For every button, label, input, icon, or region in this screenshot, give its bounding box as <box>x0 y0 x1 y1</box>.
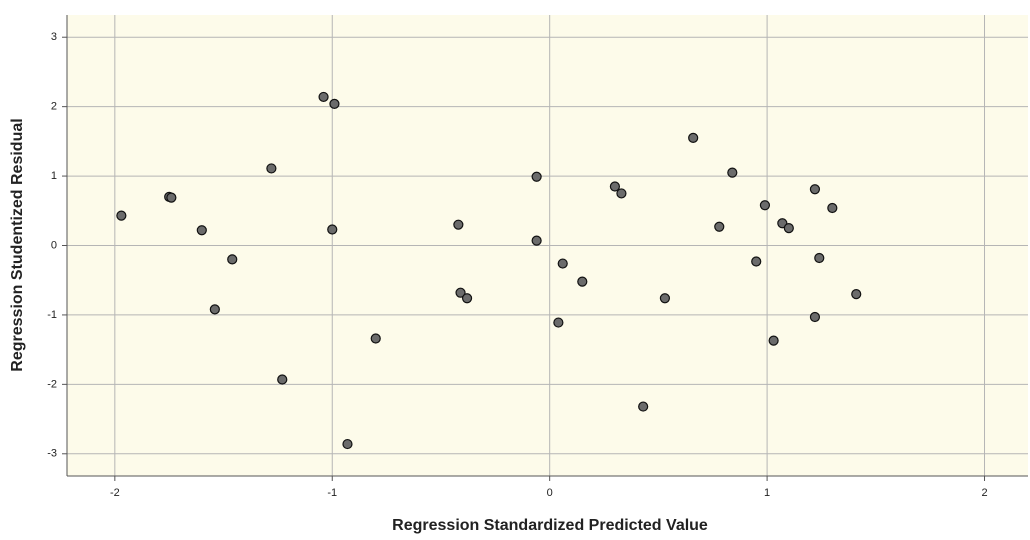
point <box>815 253 824 262</box>
point <box>532 236 541 245</box>
point <box>117 211 126 220</box>
point <box>752 257 761 266</box>
point <box>343 440 352 449</box>
point <box>810 313 819 322</box>
point <box>810 185 819 194</box>
point <box>330 99 339 108</box>
point <box>852 290 861 299</box>
point <box>617 189 626 198</box>
point <box>660 294 669 303</box>
x-tick-label: 2 <box>981 487 987 499</box>
point <box>197 226 206 235</box>
y-tick-label: -3 <box>47 448 57 460</box>
y-tick-label: -1 <box>47 309 57 321</box>
y-tick-label: -2 <box>47 378 57 390</box>
point <box>760 201 769 210</box>
point <box>769 336 778 345</box>
y-tick-label: 0 <box>51 239 57 251</box>
point <box>328 225 337 234</box>
y-axis-title: Regression Studentized Residual <box>9 118 26 371</box>
point <box>828 204 837 213</box>
point <box>267 164 276 173</box>
point <box>784 224 793 233</box>
x-tick-label: 0 <box>547 487 553 499</box>
page: {"chart_data": {"type": "scatter", "x_la… <box>0 0 1030 540</box>
y-tick-label: 3 <box>51 31 57 43</box>
point <box>715 222 724 231</box>
point <box>319 92 328 101</box>
chart: Regression Standardized Predicted Value … <box>0 0 1030 540</box>
y-tick-label: 1 <box>51 170 57 182</box>
point <box>167 193 176 202</box>
point <box>689 133 698 142</box>
point <box>558 259 567 268</box>
x-tick-label: -1 <box>327 487 337 499</box>
x-tick-label: 1 <box>764 487 770 499</box>
point <box>454 220 463 229</box>
point <box>728 168 737 177</box>
point <box>554 318 563 327</box>
point <box>210 305 219 314</box>
point <box>578 277 587 286</box>
x-axis-title: Regression Standardized Predicted Value <box>392 517 708 534</box>
point <box>228 255 237 264</box>
point <box>463 294 472 303</box>
point <box>532 172 541 181</box>
x-tick-label: -2 <box>110 487 120 499</box>
point <box>278 375 287 384</box>
point <box>371 334 380 343</box>
y-tick-label: 2 <box>51 101 57 113</box>
point <box>639 402 648 411</box>
